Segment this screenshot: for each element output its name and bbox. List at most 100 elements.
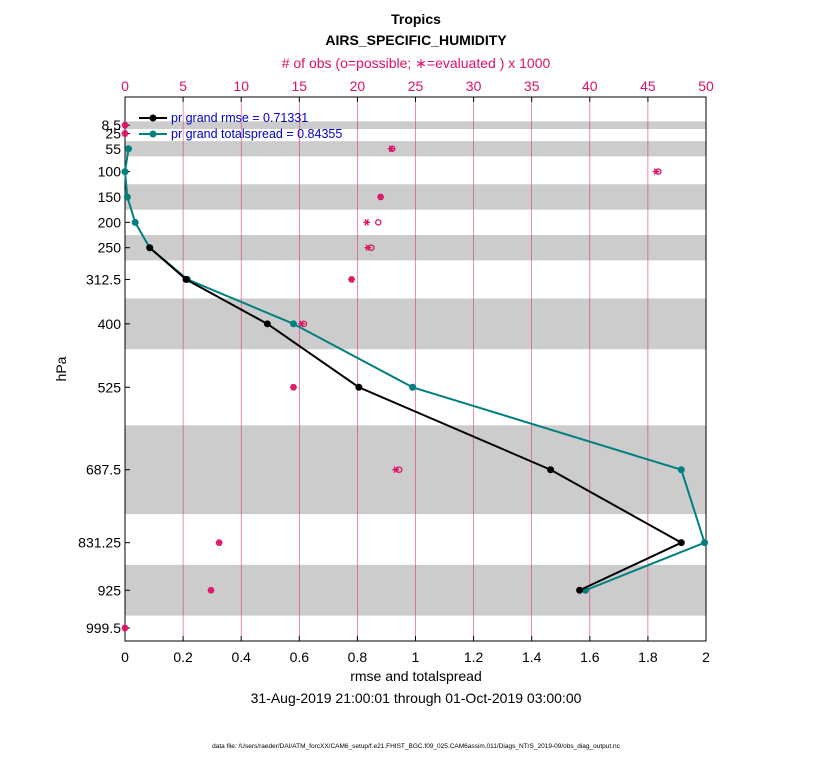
obs-evaluated-marker — [121, 624, 129, 632]
left-tick-label: 55 — [105, 141, 121, 157]
top-axis: 0 5 10 15 20 25 30 35 40 45 50 — [121, 78, 714, 102]
left-tick-label: 250 — [98, 240, 122, 256]
top-axis-label: # of obs (o=possible; ∗=evaluated ) x 10… — [282, 55, 551, 71]
obs-evaluated-stroke — [122, 624, 128, 632]
obs-evaluated-stroke — [349, 276, 354, 283]
obs-evaluated-marker — [207, 586, 215, 594]
left-tick-label: 525 — [98, 379, 122, 395]
series-point-spread — [123, 193, 131, 201]
obs-evaluated-marker — [363, 219, 371, 226]
top-tick-label: 45 — [640, 78, 656, 94]
legend-marker-spread — [149, 130, 157, 138]
top-tick-label: 35 — [524, 78, 540, 94]
series-point-spread — [409, 383, 417, 391]
left-tick-label: 200 — [98, 214, 122, 230]
obs-count-markers — [121, 121, 662, 632]
left-tick-label: 25 — [105, 126, 121, 142]
series-point-rmse — [355, 383, 363, 391]
obs-evaluated-stroke — [291, 383, 296, 391]
date-range: 31-Aug-2019 21:00:01 through 01-Oct-2019… — [251, 690, 582, 706]
series-point-spread — [289, 320, 297, 328]
obs-evaluated-stroke — [122, 121, 128, 129]
series-line-spread — [124, 148, 706, 592]
series-point-spread — [701, 539, 709, 547]
top-tick-label: 50 — [698, 78, 714, 94]
series-point-rmse — [182, 275, 190, 283]
obs-evaluated-stroke — [388, 145, 394, 153]
obs-possible-marker — [375, 219, 382, 226]
obs-evaluated-marker — [121, 121, 129, 129]
series-point-rmse — [677, 539, 685, 547]
chart-subtitle: AIRS_SPECIFIC_HUMIDITY — [325, 32, 507, 48]
obs-evaluated-stroke — [653, 168, 659, 175]
x-axis-label: rmse and totalspread — [350, 668, 482, 684]
bottom-tick-label: 1.4 — [522, 649, 542, 665]
obs-evaluated-marker — [387, 145, 395, 153]
obs-evaluated-marker — [290, 383, 297, 391]
y-axis-label: hPa — [53, 356, 69, 381]
obs-evaluated-stroke — [365, 244, 371, 252]
bottom-tick-label: 0.6 — [290, 649, 310, 665]
top-tick-label: 40 — [582, 78, 598, 94]
series-point-rmse — [547, 466, 555, 474]
obs-evaluated-marker — [392, 466, 400, 474]
bottom-tick-label: 0.2 — [173, 649, 193, 665]
obs-evaluated-stroke — [378, 193, 383, 201]
left-tick-label: 925 — [98, 582, 122, 598]
left-tick-label: 8.5 — [102, 117, 122, 133]
legend-label-rmse: pr grand rmse = 0.71331 — [171, 111, 308, 125]
obs-evaluated-stroke — [364, 219, 370, 226]
left-tick-label: 100 — [98, 164, 122, 180]
obs-evaluated-stroke — [122, 130, 128, 137]
bottom-tick-label: 0 — [121, 649, 129, 665]
series-point-spread — [124, 145, 132, 153]
top-tick-label: 30 — [466, 78, 482, 94]
bottom-tick-label: 1.6 — [580, 649, 600, 665]
bottom-axis: 0 0.2 0.4 0.6 0.8 1 1.2 1.4 1.6 1.8 2 — [121, 636, 710, 665]
top-tick-label: 5 — [179, 78, 187, 94]
top-tick-label: 20 — [350, 78, 366, 94]
obs-evaluated-stroke — [216, 539, 222, 546]
obs-evaluated-marker — [377, 193, 385, 201]
top-tick-label: 0 — [121, 78, 129, 94]
bottom-tick-label: 2 — [702, 649, 710, 665]
series-point-rmse — [263, 320, 271, 328]
obs-evaluated-stroke — [393, 466, 399, 474]
left-tick-label: 312.5 — [86, 271, 121, 287]
legend: pr grand rmse = 0.71331 pr grand totalsp… — [139, 111, 342, 141]
series-lines — [121, 145, 709, 594]
obs-evaluated-marker — [215, 539, 223, 546]
series-point-rmse — [576, 586, 584, 594]
legend-marker-rmse — [149, 114, 157, 122]
obs-evaluated-stroke — [208, 586, 214, 594]
bottom-tick-label: 1.8 — [638, 649, 658, 665]
bottom-tick-label: 0.4 — [231, 649, 251, 665]
top-axis-gridlines — [182, 97, 649, 641]
bottom-tick-label: 0.8 — [348, 649, 368, 665]
left-tick-label: 150 — [98, 189, 122, 205]
legend-label-spread: pr grand totalspread = 0.84355 — [171, 127, 342, 141]
series-point-spread — [677, 466, 685, 474]
left-tick-label: 831.25 — [78, 535, 121, 551]
obs-evaluated-marker — [121, 130, 129, 137]
obs-evaluated-marker — [364, 244, 372, 252]
left-tick-label: 687.5 — [86, 462, 121, 478]
obs-evaluated-marker — [652, 168, 660, 175]
top-tick-label: 15 — [292, 78, 308, 94]
bottom-tick-label: 1.2 — [464, 649, 484, 665]
left-tick-label: 999.5 — [86, 620, 121, 636]
obs-evaluated-marker — [348, 276, 355, 283]
series-point-spread — [131, 218, 139, 226]
top-tick-label: 25 — [408, 78, 424, 94]
bottom-tick-label: 1 — [412, 649, 420, 665]
series-point-spread — [121, 168, 129, 176]
obs-evaluated-stroke — [299, 320, 304, 328]
top-tick-label: 10 — [233, 78, 249, 94]
series-point-rmse — [146, 244, 154, 252]
footer-data-file: data file: /Users/raeder/DAI/ATM_forcXX/… — [212, 743, 621, 750]
left-tick-label: 400 — [98, 316, 122, 332]
obs-evaluated-marker — [298, 320, 306, 328]
chart-title: Tropics — [391, 11, 441, 27]
